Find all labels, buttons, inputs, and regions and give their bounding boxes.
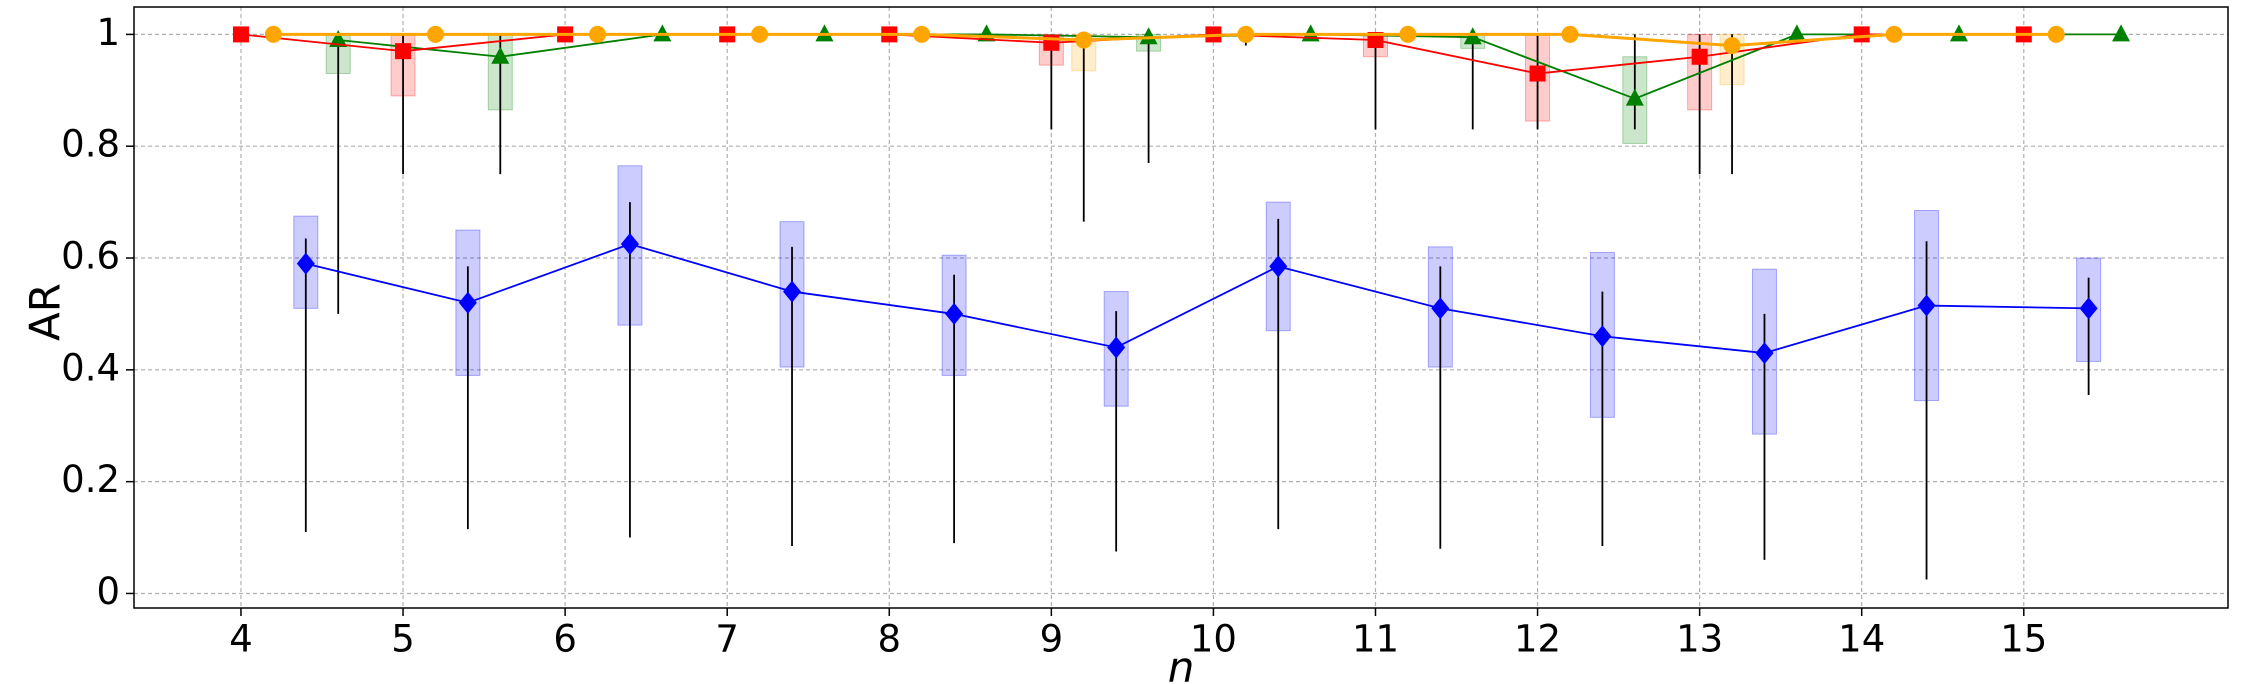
marker: [1625, 88, 1644, 106]
marker: [491, 46, 510, 64]
marker: [2079, 297, 2098, 320]
marker: [620, 233, 639, 256]
x-tick-label: 9: [1040, 618, 1064, 661]
marker: [1885, 25, 1903, 43]
marker: [1269, 255, 1288, 278]
x-axis-label: n: [1168, 643, 1195, 684]
x-tick-label: 15: [2000, 618, 2047, 661]
marker: [2112, 24, 2131, 42]
y-tick-label: 0: [96, 570, 120, 613]
x-tick-label: 12: [1514, 618, 1561, 661]
y-tick-label: 0.8: [61, 123, 120, 166]
marker: [264, 25, 282, 43]
marker: [2047, 25, 2065, 43]
marker: [458, 291, 477, 314]
marker: [426, 25, 444, 43]
y-axis-label: AR: [21, 283, 70, 341]
marker: [1755, 342, 1774, 365]
series-line: [273, 32, 2057, 48]
marker: [589, 25, 607, 43]
x-tick-label: 6: [553, 618, 577, 661]
x-tick-label: 14: [1838, 618, 1885, 661]
marker: [1237, 25, 1255, 43]
marker: [1107, 336, 1126, 359]
marker: [232, 26, 249, 43]
y-tick-label: 1: [96, 11, 120, 54]
marker: [1075, 31, 1093, 49]
marker: [1723, 37, 1741, 55]
x-tick-label: 7: [715, 618, 739, 661]
marker: [1691, 48, 1708, 65]
marker: [1367, 31, 1384, 48]
x-tick-label: 8: [877, 618, 901, 661]
plot-frame: [133, 6, 2229, 609]
marker: [296, 252, 315, 275]
y-tick-label: 0.6: [61, 235, 120, 278]
marker: [395, 43, 412, 60]
marker: [1593, 325, 1612, 348]
marker: [1853, 26, 1870, 43]
marker: [1787, 24, 1806, 42]
marker: [945, 302, 964, 325]
x-tick-label: 5: [391, 618, 415, 661]
y-tick-label: 0.4: [61, 346, 120, 389]
x-tick-label: 13: [1676, 618, 1723, 661]
marker: [783, 280, 802, 303]
series-line: [338, 33, 2122, 100]
marker: [1431, 297, 1450, 320]
marker: [751, 25, 769, 43]
marker: [329, 29, 348, 47]
x-tick-label: 10: [1190, 618, 1237, 661]
x-tick-label: 4: [229, 618, 253, 661]
marker: [1561, 25, 1579, 43]
y-tick-label: 0.2: [61, 458, 120, 501]
series-line: [305, 243, 2089, 354]
marker: [913, 25, 931, 43]
marker: [1529, 65, 1546, 82]
marker: [1917, 294, 1936, 317]
x-tick-label: 11: [1352, 618, 1399, 661]
marker: [1139, 27, 1158, 45]
marker: [1399, 25, 1417, 43]
